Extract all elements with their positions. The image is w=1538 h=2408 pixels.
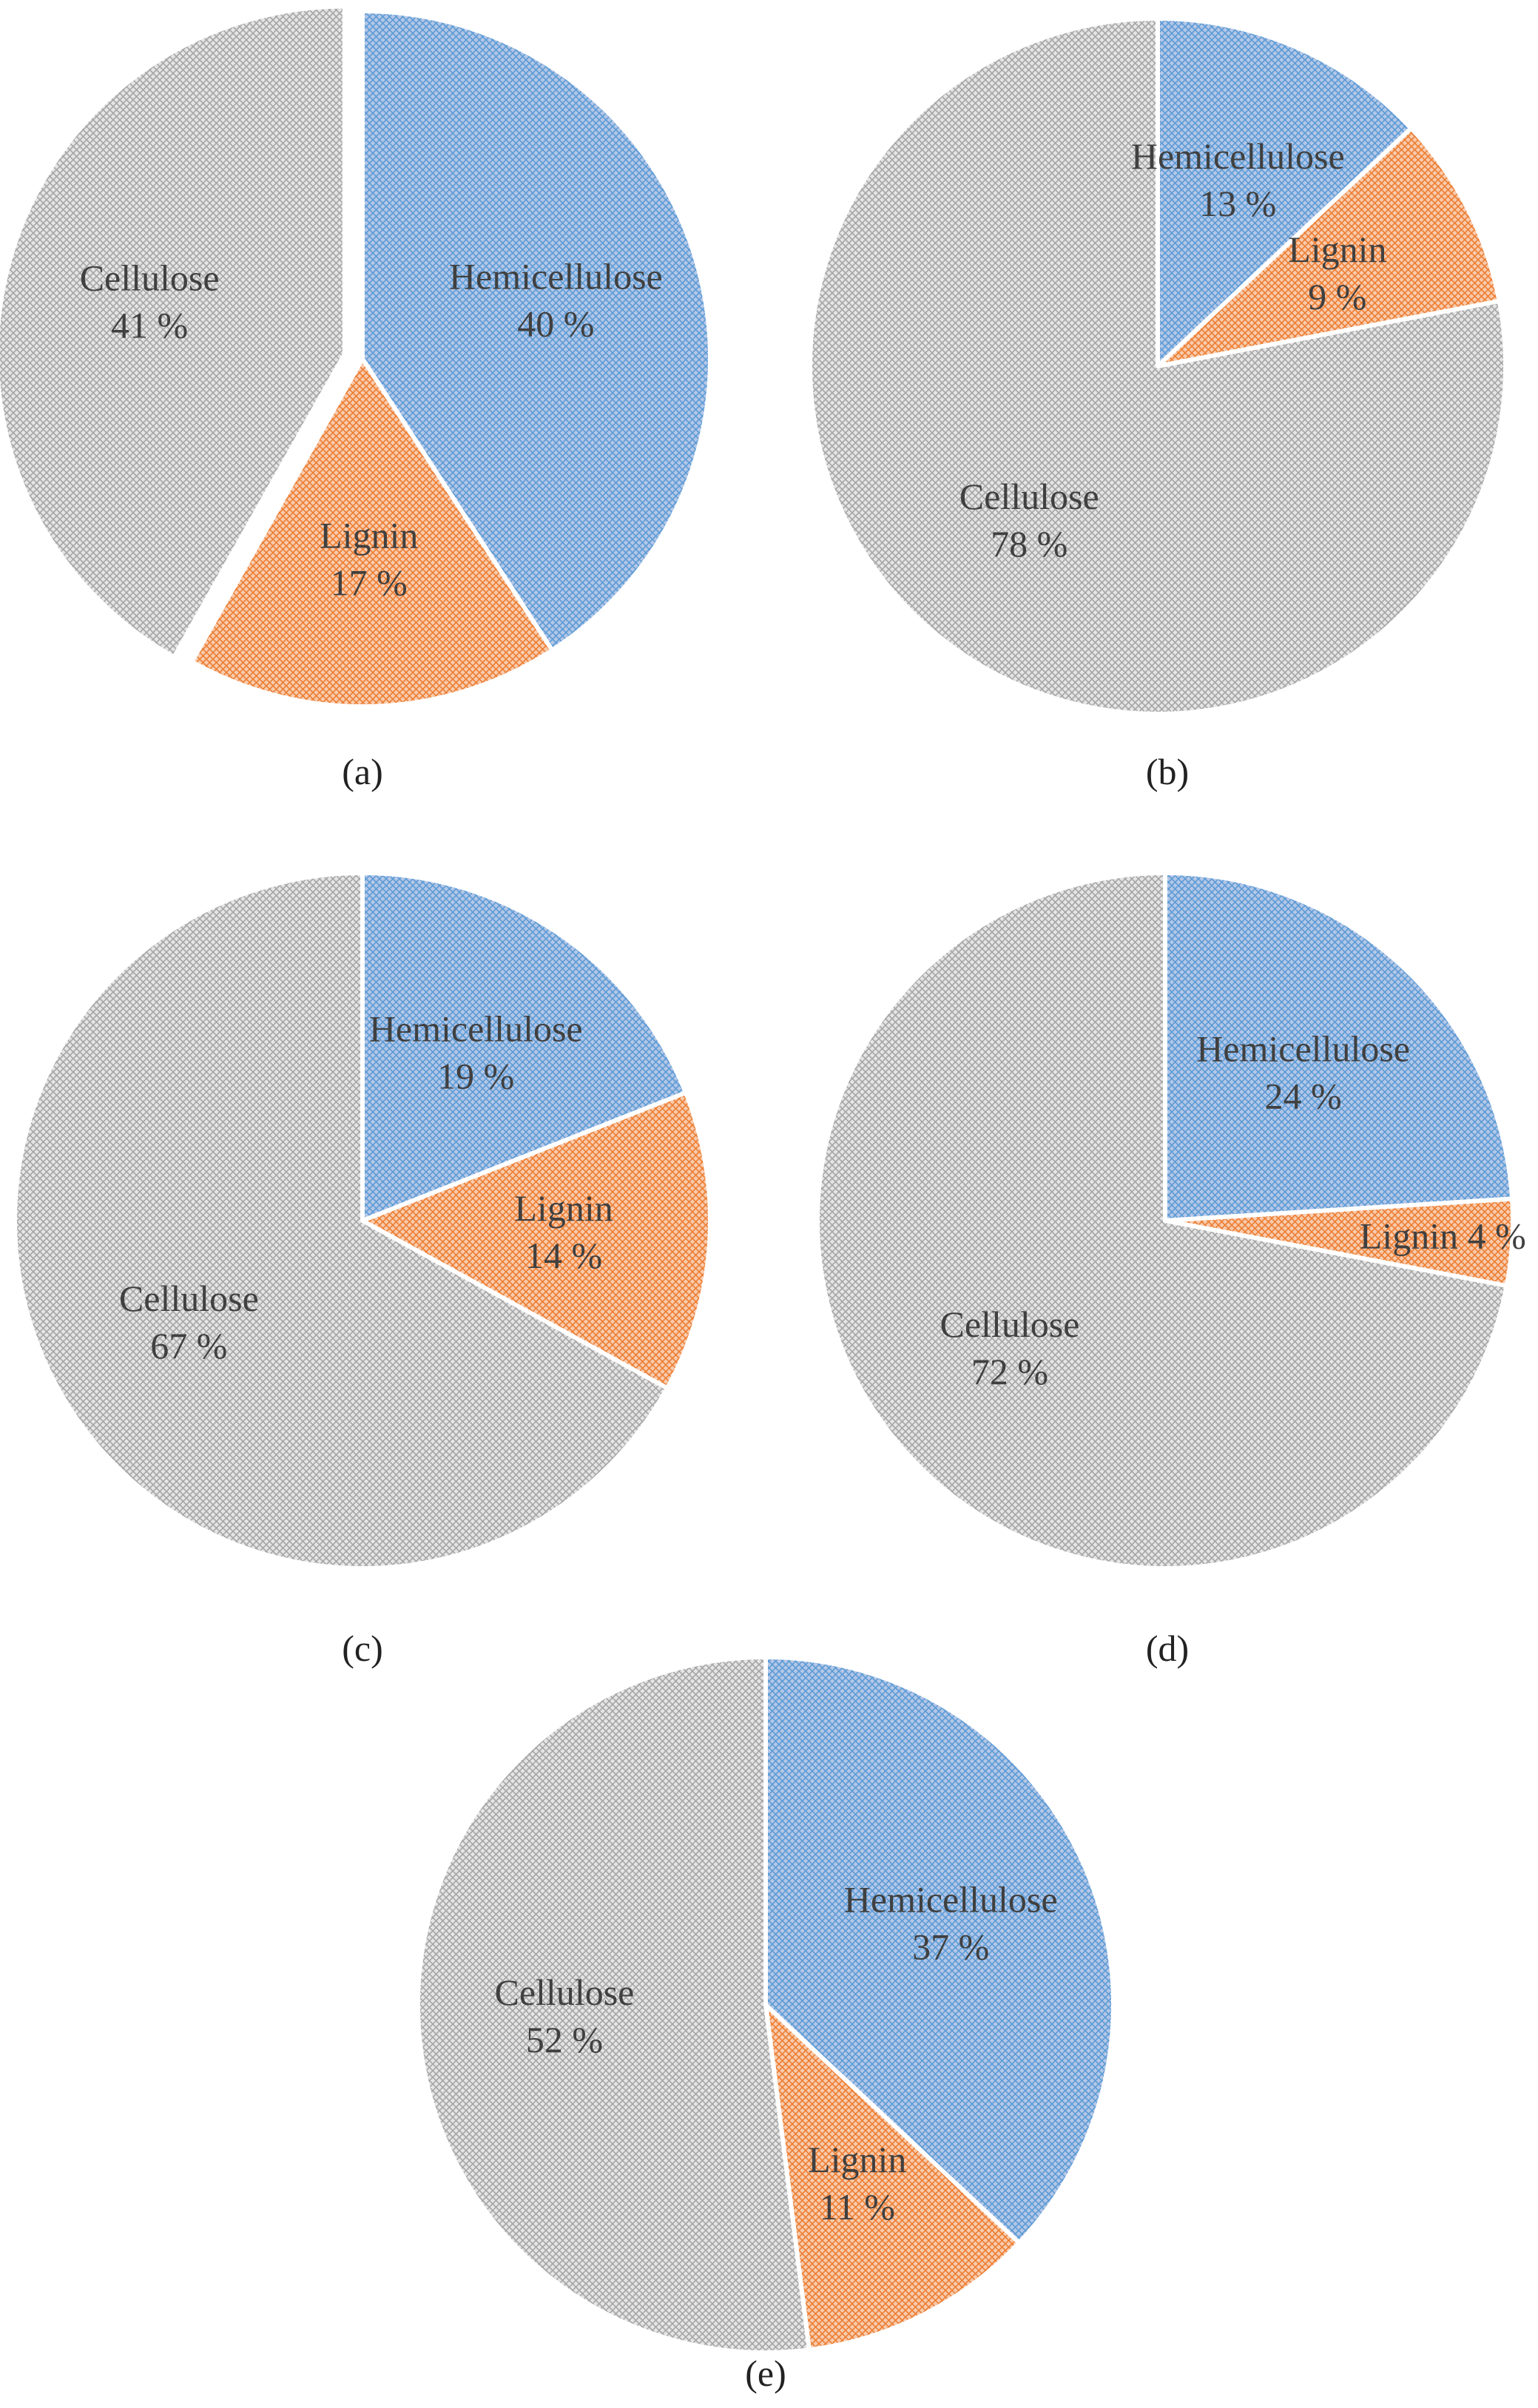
pie--e--label-cellulose: Cellulose 52 % bbox=[495, 1972, 635, 2060]
pie-e-labels: Hemicellulose 37 % Lignin 11 % Cellulose 52 % bbox=[495, 1879, 1058, 2227]
pie--d--label-hemicellulose-value: 24 % bbox=[1265, 1075, 1342, 1116]
pie--e--slice-cellulose bbox=[416, 1655, 812, 2355]
pie--c--slice-hemicellulose bbox=[360, 871, 688, 1223]
pie--d--label-cellulose-name: Cellulose bbox=[940, 1304, 1080, 1345]
pie-e-slices bbox=[416, 1655, 1116, 2355]
pie--a--label-hemicellulose-value: 40 % bbox=[517, 303, 594, 344]
pie--b--label-hemicellulose-value: 13 % bbox=[1199, 183, 1276, 224]
pie--e--label-lignin-value: 11 % bbox=[820, 2186, 895, 2227]
pie--e--label-hemicellulose-name: Hemicellulose bbox=[844, 1879, 1058, 1920]
pie--c--label-hemicellulose-value: 19 % bbox=[437, 1056, 514, 1097]
pie-c-labels: Hemicellulose 19 % Lignin 14 % Cellulose 67 % bbox=[119, 1008, 613, 1366]
panel-d-caption: (d) bbox=[1146, 1628, 1189, 1669]
pie--e--label-cellulose-value: 52 % bbox=[526, 2019, 603, 2060]
pie-a-labels: Hemicellulose 40 % Lignin 17 % Cellulose 41 % bbox=[80, 255, 663, 603]
pie--a--slice-cellulose bbox=[0, 4, 347, 660]
pie--a--label-lignin-value: 17 % bbox=[331, 561, 408, 603]
pie--e--slice-hemicellulose bbox=[763, 1655, 1116, 2245]
pie-d-labels: Hemicellulose 24 % Lignin 4 % Cellulose 72 % bbox=[940, 1028, 1526, 1392]
pie--c--label-lignin: Lignin 14 % bbox=[514, 1187, 613, 1276]
pie-b-slices bbox=[808, 16, 1508, 716]
pie-chart-c: Hemicellulose 19 % Lignin 14 % Cellulose 67 %… bbox=[12, 871, 712, 1669]
pie-chart-b: Hemicellulose 13 %Lignin 9 %Cellulose 78 % … bbox=[808, 16, 1508, 792]
pie--b--label-lignin: Lignin 9 % bbox=[1288, 229, 1386, 317]
pie--a--label-cellulose: Cellulose 41 % bbox=[80, 257, 220, 346]
pie--d--label-cellulose-value: 72 % bbox=[971, 1351, 1048, 1392]
panel-c-caption: (c) bbox=[342, 1628, 383, 1669]
pie--c--label-cellulose-name: Cellulose bbox=[119, 1278, 259, 1319]
pie--b--slice-hemicellulose bbox=[1156, 16, 1414, 368]
panel-b-caption: (b) bbox=[1146, 751, 1189, 792]
pie--d--slice-hemicellulose bbox=[1163, 871, 1515, 1223]
pie--d--label-cellulose: Cellulose 72 % bbox=[940, 1304, 1080, 1392]
pie--d--label-hemicellulose-name: Hemicellulose bbox=[1196, 1028, 1410, 1069]
pie-c-slices bbox=[12, 871, 712, 1571]
pie-a-slices bbox=[0, 4, 712, 709]
pie--e--label-hemicellulose: Hemicellulose 37 % bbox=[844, 1879, 1058, 1968]
pie--c--label-hemicellulose-name: Hemicellulose bbox=[369, 1008, 583, 1050]
pie-d-slices bbox=[815, 871, 1515, 1571]
pie--a--label-cellulose-name: Cellulose bbox=[80, 257, 220, 299]
panel-a-caption: (a) bbox=[342, 751, 383, 792]
pie-chart-d: Hemicellulose 24 % Lignin 4 % Cellulose 72 %… bbox=[815, 871, 1526, 1669]
pie--d--label-lignin-value: 4 % bbox=[1458, 1215, 1526, 1257]
pie--a--slice-lignin bbox=[189, 357, 555, 709]
panel-e-caption: (e) bbox=[745, 2353, 786, 2394]
pie--a--label-lignin-name: Lignin bbox=[320, 514, 418, 556]
pie--c--label-lignin-name: Lignin bbox=[514, 1187, 613, 1229]
pie--e--label-hemicellulose-value: 37 % bbox=[912, 1926, 989, 1968]
pie--e--slice-lignin bbox=[763, 2003, 1022, 2353]
pie--b--label-lignin-name: Lignin bbox=[1288, 229, 1386, 270]
pie--e--label-cellulose-name: Cellulose bbox=[495, 1972, 635, 2013]
pie--b--label-cellulose: Cellulose 78 % bbox=[959, 476, 1099, 564]
pie--b--label-hemicellulose-name: Hemicellulose bbox=[1131, 135, 1345, 177]
pie--d--label-lignin: Lignin 4 % bbox=[1360, 1215, 1526, 1257]
pie--e--label-lignin-name: Lignin bbox=[808, 2139, 906, 2180]
pie--c--label-hemicellulose: Hemicellulose 19 % bbox=[369, 1008, 583, 1097]
pie--b--label-cellulose-name: Cellulose bbox=[959, 476, 1099, 517]
pie-chart-e: Hemicellulose 37 % Lignin 11 % Cellulose 52 %… bbox=[416, 1655, 1116, 2394]
pie--b--slice-cellulose bbox=[808, 16, 1508, 716]
pie--a--label-lignin: Lignin 17 % bbox=[320, 514, 418, 603]
pie--b--label-hemicellulose: Hemicellulose 13 % bbox=[1131, 135, 1345, 224]
pie--c--slice-lignin bbox=[360, 1090, 712, 1391]
pie--b--slice-lignin bbox=[1156, 126, 1502, 368]
pie--a--label-hemicellulose: Hemicellulose 40 % bbox=[449, 255, 663, 344]
pie--e--label-lignin: Lignin 11 % bbox=[808, 2139, 906, 2227]
pie--d--label-hemicellulose: Hemicellulose 24 % bbox=[1196, 1028, 1410, 1116]
pie--d--label-lignin-name: Lignin bbox=[1360, 1215, 1458, 1257]
pie--a--label-hemicellulose-name: Hemicellulose bbox=[449, 255, 663, 297]
pie-b-labels: Hemicellulose 13 % Lignin 9 % Cellulose 78 % bbox=[959, 135, 1387, 564]
pie--c--label-cellulose: Cellulose 67 % bbox=[119, 1278, 259, 1366]
pie--c--label-lignin-value: 14 % bbox=[525, 1235, 602, 1276]
pie--b--label-lignin-value: 9 % bbox=[1308, 276, 1366, 317]
pie--a--label-cellulose-value: 41 % bbox=[111, 305, 188, 346]
pie--c--label-cellulose-value: 67 % bbox=[150, 1325, 227, 1366]
pie-chart-a: Hemicellulose 40 % Lignin 17 % Cellulose 41 %… bbox=[0, 4, 712, 792]
pie--b--label-cellulose-value: 78 % bbox=[991, 523, 1068, 564]
pie--d--slice-cellulose bbox=[815, 871, 1509, 1571]
pie--c--slice-cellulose bbox=[12, 871, 669, 1571]
